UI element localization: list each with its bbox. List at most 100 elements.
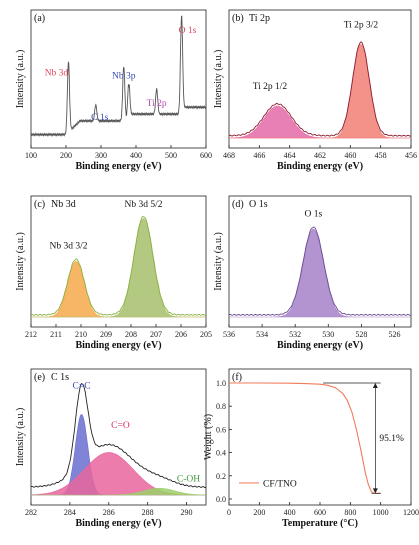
x-tick-label: 286 <box>103 508 115 517</box>
x-tick-label: 200 <box>60 151 72 160</box>
x-tick-label: 400 <box>284 508 296 517</box>
x-tick-label: 212 <box>25 330 37 339</box>
panel-b: 468 466 464 462 460 458 456 Binding energy (eV)… <box>213 9 417 172</box>
y-axis-label: Weight (%) <box>203 414 214 460</box>
envelope-line <box>31 216 206 316</box>
arrow-head-bottom <box>372 488 378 494</box>
y-tick-label: 0.8 <box>216 402 226 411</box>
y-tick-label: 1.0 <box>216 379 226 388</box>
survey-line <box>31 15 206 137</box>
panel-c: 212 211 210 209 208 207 206 205 Binding energy (… <box>15 195 212 351</box>
component-peak <box>31 487 206 496</box>
x-tick-label: 460 <box>344 151 356 160</box>
x-tick-label: 468 <box>223 151 235 160</box>
panel-title: Ti 2p <box>249 13 270 24</box>
x-tick-label: 300 <box>95 151 107 160</box>
x-tick-label: 209 <box>100 330 112 339</box>
x-tick-label: 534 <box>256 330 268 339</box>
plot-frame <box>30 195 207 328</box>
panel-label: (e) <box>34 372 45 383</box>
legend-label: CF/TNO <box>263 480 297 490</box>
panel-a: 100 200 300 400 500 600 Binding energy (eV) Int… <box>15 9 212 172</box>
x-tick-label: 600 <box>314 508 326 517</box>
plot-frame <box>30 368 207 506</box>
peak-label: Nb 3d 5/2 <box>125 200 163 210</box>
peak-label: C=C <box>73 382 91 392</box>
x-tick-label: 288 <box>142 508 154 517</box>
panel-label: (a) <box>34 13 45 24</box>
panel-title: O 1s <box>249 199 268 210</box>
tga-line <box>229 382 381 494</box>
peak-label: C-OH <box>177 475 200 485</box>
x-axis-label: Binding energy (eV) <box>277 340 363 351</box>
x-tick-label: 0 <box>227 508 231 517</box>
plot-frame <box>30 9 207 149</box>
plot-frame <box>228 9 412 149</box>
peak-label: Nb 3d <box>45 68 69 78</box>
x-tick-label: 800 <box>344 508 356 517</box>
x-tick-label: 466 <box>253 151 265 160</box>
x-axis-label: Binding energy (eV) <box>75 161 161 172</box>
x-tick-label: 464 <box>284 151 296 160</box>
x-axis-label: Binding energy (eV) <box>277 161 363 172</box>
component-peak <box>31 261 206 318</box>
peak-label: C 1s <box>91 113 108 123</box>
x-tick-label: 211 <box>50 330 62 339</box>
x-tick-label: 400 <box>130 151 142 160</box>
x-tick-label: 1200 <box>403 508 419 517</box>
x-tick-label: 284 <box>64 508 76 517</box>
x-tick-label: 200 <box>253 508 265 517</box>
x-tick-label: 536 <box>223 330 235 339</box>
x-tick-label: 526 <box>388 330 400 339</box>
x-tick-label: 205 <box>200 330 212 339</box>
x-axis-label: Binding energy (eV) <box>75 518 161 529</box>
x-tick-label: 458 <box>375 151 387 160</box>
y-axis-label: Intensity (a.u.) <box>15 232 26 291</box>
y-axis-label: Intensity (a.u.) <box>15 408 26 467</box>
panel-label: (d) <box>232 199 244 210</box>
panel-label: (c) <box>34 199 45 210</box>
envelope-line <box>229 41 411 137</box>
x-tick-label: 100 <box>25 151 37 160</box>
panel-e: 282 284 286 288 290 Binding energy (eV) Intens… <box>15 368 207 529</box>
plot-frame <box>228 195 412 328</box>
y-axis-label: Intensity (a.u.) <box>213 232 224 291</box>
y-axis-label: Intensity (a.u.) <box>15 50 26 109</box>
x-tick-label: 282 <box>25 508 37 517</box>
peak-label: Nb 3p <box>112 72 136 82</box>
x-axis-label: Binding energy (eV) <box>75 340 161 351</box>
x-tick-label: 208 <box>125 330 137 339</box>
envelope-line <box>229 226 411 316</box>
component-peak <box>229 44 411 139</box>
peak-label: Ti 2p 3/2 <box>344 20 379 30</box>
y-tick-label: 0.2 <box>216 472 226 481</box>
component-peak <box>31 218 206 318</box>
x-tick-label: 210 <box>75 330 87 339</box>
x-tick-label: 207 <box>150 330 162 339</box>
y-axis-label: Intensity (a.u.) <box>213 50 224 109</box>
panel-f: 0 200 400 600 800 1000 1200 0.0 0.2 0.4 0.6 0.8 1.0 T… <box>203 368 419 529</box>
panel-label: (f) <box>232 372 242 383</box>
peak-label: C=O <box>111 421 130 431</box>
x-tick-label: 1000 <box>373 508 389 517</box>
panel-title: Nb 3d <box>51 199 76 210</box>
x-tick-label: 528 <box>355 330 367 339</box>
panel-label: (b) <box>232 13 244 24</box>
x-axis-label: Temperature (°C) <box>282 518 358 529</box>
peak-label: Ti 2p <box>147 99 167 109</box>
peak-label: Ti 2p 1/2 <box>253 82 288 92</box>
y-tick-label: 0.6 <box>216 425 226 434</box>
x-tick-label: 290 <box>181 508 193 517</box>
arrow-head-top <box>372 383 378 388</box>
y-tick-label: 0.0 <box>216 495 226 504</box>
x-tick-label: 600 <box>200 151 212 160</box>
x-tick-label: 456 <box>405 151 417 160</box>
x-tick-label: 462 <box>314 151 326 160</box>
x-tick-label: 532 <box>289 330 301 339</box>
x-tick-label: 500 <box>165 151 177 160</box>
peak-label: O 1s <box>179 26 197 36</box>
envelope-line <box>31 382 206 488</box>
peak-label: Nb 3d 3/2 <box>50 242 88 252</box>
y-tick-label: 0.4 <box>216 449 226 458</box>
